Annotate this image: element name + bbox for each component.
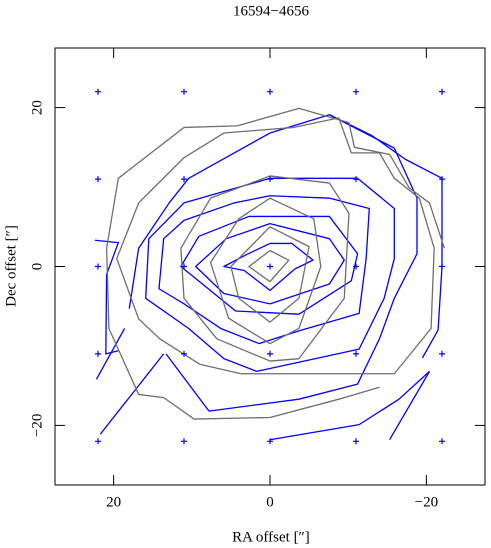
- x-tick-label: 0: [266, 494, 274, 510]
- contour-line: [389, 371, 431, 441]
- pointing-marker: [181, 176, 187, 183]
- contour-line: [158, 195, 370, 345]
- pointing-marker: [353, 350, 359, 357]
- contour-line: [94, 239, 119, 355]
- contour-line: [209, 197, 322, 345]
- pointing-marker: [267, 176, 273, 183]
- contour-line: [128, 114, 418, 412]
- chart-title: 16594−4656: [233, 3, 309, 19]
- pointing-marker: [95, 263, 101, 270]
- y-tick-label: −20: [29, 414, 45, 437]
- pointing-marker: [439, 438, 445, 445]
- pointing-marker: [95, 176, 101, 183]
- contour-line: [116, 117, 435, 375]
- y-tick-label: 0: [29, 263, 45, 271]
- pointing-marker: [439, 263, 445, 270]
- pointing-marker: [95, 88, 101, 95]
- contour-line: [223, 242, 314, 291]
- contour-line: [95, 328, 126, 380]
- pointing-marker: [353, 176, 359, 183]
- y-axis-label: Dec offset [″]: [3, 225, 19, 307]
- pointing-marker: [439, 350, 445, 357]
- contour-line: [248, 249, 290, 283]
- x-tick-label: 20: [106, 494, 121, 510]
- pointing-marker: [95, 350, 101, 357]
- contour-line: [105, 107, 445, 420]
- y-tick-label: 20: [29, 100, 45, 115]
- contour-line: [195, 222, 345, 305]
- pointing-marker: [353, 438, 359, 445]
- contour-line: [145, 177, 395, 373]
- pointing-marker: [267, 88, 273, 95]
- pointing-marker: [181, 88, 187, 95]
- pointing-marker: [267, 350, 273, 357]
- contour-line: [230, 226, 310, 323]
- pointing-marker: [181, 438, 187, 445]
- pointing-marker: [181, 350, 187, 357]
- pointing-marker: [439, 88, 445, 95]
- x-tick-label: −20: [415, 494, 438, 510]
- pointing-marker: [95, 438, 101, 445]
- contour-line: [180, 215, 359, 315]
- contour-line: [99, 353, 165, 435]
- pointing-marker: [439, 176, 445, 183]
- x-axis-label: RA offset [″]: [232, 529, 310, 545]
- pointing-marker: [353, 88, 359, 95]
- pointing-marker: [181, 263, 187, 270]
- pointing-marker: [267, 438, 273, 445]
- contour-line: [180, 175, 350, 362]
- contour-line: [269, 370, 430, 441]
- pointing-marker: [267, 263, 273, 270]
- pointing-marker: [353, 263, 359, 270]
